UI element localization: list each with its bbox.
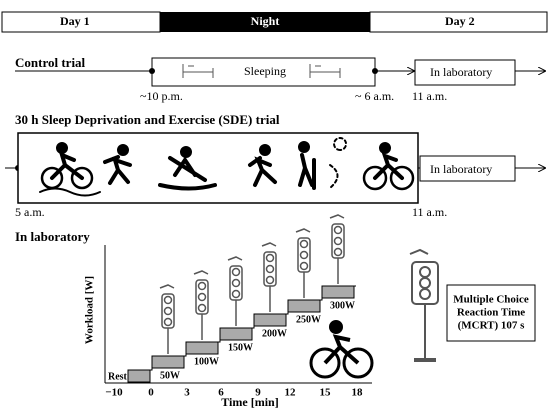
step-block	[127, 369, 151, 383]
time-label: 11 a.m.	[412, 89, 447, 103]
day2-box	[369, 11, 548, 33]
light	[333, 225, 343, 235]
horn	[329, 214, 345, 219]
x-tick-label: 15	[320, 387, 332, 399]
x-tick-label: 0	[148, 387, 154, 399]
big-traffic-light	[409, 248, 439, 362]
step-label: 50W	[160, 370, 180, 381]
horn	[261, 242, 277, 247]
light	[299, 250, 309, 260]
traffic-light	[193, 270, 209, 340]
light	[265, 264, 275, 274]
light	[231, 267, 241, 277]
light	[163, 306, 173, 316]
dot	[149, 68, 155, 74]
step-label: 250W	[296, 314, 321, 325]
traffic-light	[159, 284, 175, 354]
mcrt-label: (MCRT) 107 s	[458, 320, 526, 332]
step-label: 200W	[262, 328, 287, 339]
light	[197, 303, 207, 313]
step-block	[219, 327, 253, 341]
sleeping-label: Sleeping	[244, 64, 286, 78]
lab-label: In laboratory	[430, 65, 492, 79]
light	[333, 236, 343, 246]
mcrt-label: Multiple Choice	[453, 294, 529, 306]
sde-title: 30 h Sleep Deprivation and Exercise (SDE…	[15, 112, 280, 127]
traffic-light	[295, 228, 311, 298]
bike-icon	[309, 320, 374, 379]
sport-icons	[39, 137, 415, 197]
y-axis-label: Workload [W]	[84, 276, 96, 344]
traffic-light	[329, 214, 345, 284]
horn	[227, 256, 243, 261]
night-label: Night	[251, 14, 280, 28]
lab-label: In laboratory	[430, 162, 492, 176]
time-label: 5 a.m.	[15, 205, 45, 219]
x-tick-label: 9	[255, 387, 261, 399]
horn	[193, 270, 209, 275]
horn	[159, 284, 175, 289]
x-tick-label: −10	[105, 387, 123, 399]
traffic-light	[261, 242, 277, 312]
step-label: 100W	[194, 356, 219, 367]
x-tick-label: 3	[184, 387, 190, 399]
time-label: 11 a.m.	[412, 205, 447, 219]
step-block	[185, 341, 219, 355]
light	[333, 247, 343, 257]
light	[197, 292, 207, 302]
day2-label: Day 2	[445, 14, 475, 28]
step-block	[321, 285, 355, 299]
light	[265, 253, 275, 263]
stair-line	[128, 285, 356, 371]
light	[163, 317, 173, 327]
step-label: 300W	[330, 300, 355, 311]
light	[163, 295, 173, 305]
x-tick-label: 6	[218, 387, 224, 399]
light	[299, 239, 309, 249]
time-label: ~ 6 a.m.	[355, 89, 394, 103]
mcrt-label: Reaction Time	[457, 307, 525, 319]
light	[231, 278, 241, 288]
bed-icons	[182, 64, 341, 78]
time-label: ~10 p.m.	[140, 89, 183, 103]
control-title: Control trial	[15, 55, 86, 70]
light	[299, 261, 309, 271]
night-box	[160, 12, 370, 32]
x-tick-label: 18	[352, 387, 364, 399]
x-axis-label: Time [min]	[221, 395, 278, 409]
day1-label: Day 1	[60, 14, 90, 28]
timeline: Day 1 Night Day 2	[1, 11, 548, 33]
traffic-light	[227, 256, 243, 326]
step-label: Rest	[108, 371, 128, 382]
mcrt-box	[446, 284, 536, 342]
sde-trial: 30 h Sleep Deprivation and Exercise (SDE…	[5, 112, 545, 219]
step-block	[287, 299, 321, 313]
x-tick-label: 12	[285, 387, 297, 399]
light	[231, 289, 241, 299]
lab-box	[414, 59, 516, 86]
light	[197, 281, 207, 291]
control-trial: Control trial Sleeping In laboratory ~10…	[15, 55, 545, 103]
step-label: 150W	[228, 342, 253, 353]
step-block	[151, 355, 185, 369]
lab-title: In laboratory	[15, 229, 90, 244]
horn	[295, 228, 311, 233]
light	[265, 275, 275, 285]
laboratory: In laboratory Workload [W] Time [min] −1…	[15, 214, 536, 409]
step-block	[253, 313, 287, 327]
lab-box	[419, 155, 516, 182]
